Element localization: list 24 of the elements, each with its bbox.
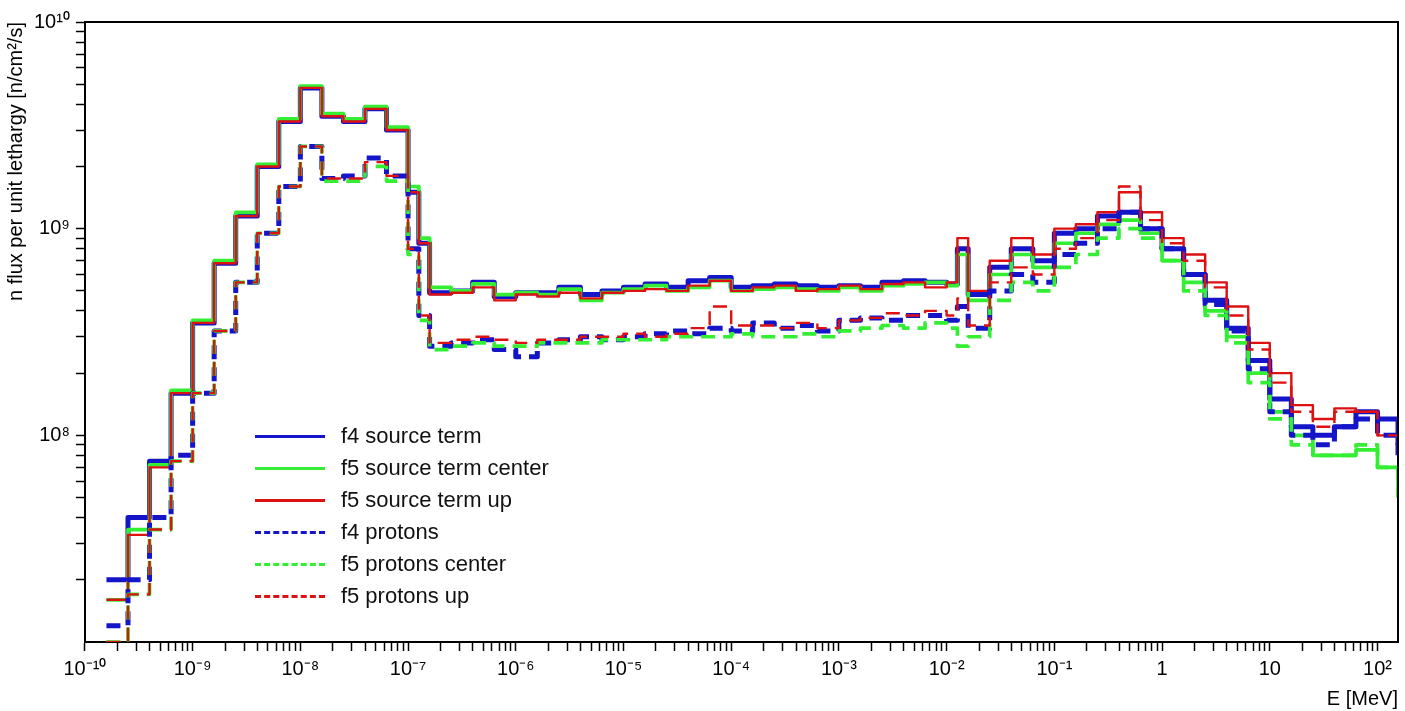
x-tick-label: 10⁻³ [820, 656, 858, 679]
x-tick-label: 10 [1258, 656, 1281, 679]
x-tick-label: 1 [1156, 656, 1168, 679]
legend-label: f5 protons center [340, 550, 507, 578]
x-tick-label: 10⁻⁴ [712, 656, 751, 679]
y-axis-title: n flux per unit lethargy [n/cm²/s] [3, 22, 26, 302]
legend-label: f5 protons up [340, 582, 470, 610]
legend-label: f4 protons [340, 518, 439, 546]
y-tick-label: 10⁹ [39, 216, 70, 239]
x-tick-label: 10⁻¹ [1036, 656, 1073, 679]
legend-label: f5 source term center [340, 454, 549, 482]
y-tick-label: 10⁸ [39, 422, 70, 445]
legend-label: f5 source term up [340, 486, 513, 514]
x-axis-title: E [MeV] [1326, 686, 1398, 709]
x-tick-label: 10⁻¹⁰ [63, 656, 107, 679]
x-tick-label: 10² [1363, 656, 1393, 679]
legend-label: f4 source term [340, 422, 482, 450]
y-tick-label: 10¹⁰ [34, 9, 70, 32]
x-tick-label: 10⁻⁶ [497, 656, 535, 679]
x-tick-label: 10⁻² [928, 656, 965, 679]
x-tick-label: 10⁻⁷ [389, 656, 427, 679]
x-tick-label: 10⁻⁵ [604, 656, 643, 679]
x-tick-label: 10⁻⁹ [173, 656, 212, 679]
x-tick-label: 10⁻⁸ [281, 656, 320, 679]
